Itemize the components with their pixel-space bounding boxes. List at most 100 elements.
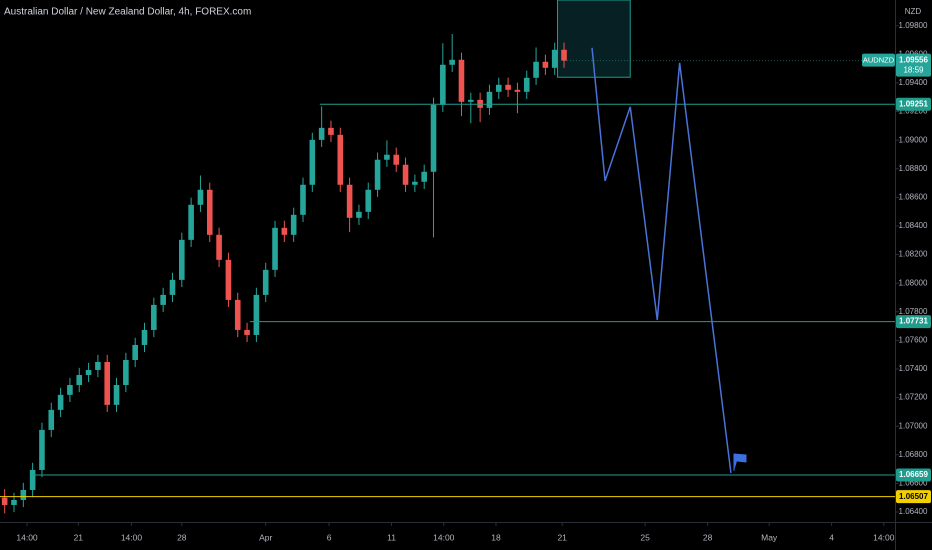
candle-body [281,227,288,235]
y-tick-label: 1.08800 [899,164,928,173]
y-tick-label: 1.07800 [899,307,928,316]
level-label: 1.09251 [899,99,928,108]
candle-body [374,159,381,190]
candle-body [188,204,194,240]
candle-body [169,279,176,295]
candle-body [440,64,446,105]
candle-body [113,384,120,405]
x-tick-label: Apr [259,532,272,542]
candle-body [309,139,316,185]
candle-body [206,189,213,235]
projection-line [591,47,732,474]
candle-body [225,259,232,300]
candle-body [393,154,400,165]
candle-body [1,497,8,505]
candle-body [179,239,185,280]
candle-body [412,181,418,185]
x-tick-label: 6 [327,532,332,542]
y-tick-label: 1.08400 [899,221,928,230]
symbol-box [862,53,895,67]
y-tick-label: 1.08000 [899,278,928,287]
level-label-box [896,315,931,329]
x-tick-label: 14:00 [121,532,143,542]
candle-body [141,329,148,345]
candle-body [160,294,166,305]
level-label: 1.06659 [899,470,928,479]
candle-body [85,369,92,375]
y-tick-label: 1.06600 [899,478,928,487]
x-tick-label: 14:00 [16,532,38,542]
candle-body [533,61,539,78]
level-label: 1.06507 [899,492,928,501]
x-tick-label: 4 [829,532,834,542]
candle-body [67,384,73,395]
candle-body [486,91,493,108]
level-label: 1.07731 [899,317,928,326]
y-tick-label: 1.09200 [899,107,928,116]
currency-label: NZD [905,7,922,16]
candle-body [421,171,427,182]
x-tick-label: 11 [387,532,396,542]
y-tick-label: 1.09000 [899,135,928,144]
y-tick-label: 1.07200 [899,393,928,402]
candle-body [365,189,372,212]
y-tick-label: 1.06800 [899,450,928,459]
candle-body [356,211,362,218]
x-tick-label: 14:00 [433,532,455,542]
x-tick-label: 21 [74,532,84,542]
candle-body [39,429,45,470]
candle-body [262,269,269,295]
candle-body [449,59,455,65]
candle-body [542,61,549,68]
level-label-box [896,490,931,504]
candle-body [57,394,64,410]
level-label-box [896,468,931,482]
candle-body [29,469,36,490]
candle-body [104,361,111,405]
x-tick-label: 18 [491,532,501,542]
candle-body [505,84,511,90]
x-tick-label: 28 [177,532,187,542]
plot [0,0,895,514]
x-tick-label: 28 [703,532,713,542]
candle-body [458,59,465,102]
candle-body [272,227,278,270]
x-tick-label: May [761,532,778,542]
axes: 1.098001.096001.094001.092001.090001.088… [16,21,931,542]
candle-body [253,294,260,335]
flag-icon [733,453,747,471]
y-tick-label: 1.08600 [899,192,928,201]
x-tick-label: 21 [557,532,567,542]
candle-body [495,84,502,92]
candle-body [318,127,325,140]
candle-body [11,499,17,505]
candle-body [216,234,222,260]
candle-body [123,359,129,385]
y-tick-label: 1.07000 [899,421,928,430]
candle-body [337,134,344,185]
candle-body [561,49,567,61]
candle-body [20,489,27,500]
candle-body [384,154,390,160]
candle-body [197,189,204,205]
candle-body [290,214,297,235]
candle-body [523,77,530,92]
candle-body [402,164,409,185]
candle-body [300,184,306,215]
candle-body [132,344,138,360]
candle-body [76,374,83,385]
candle-body [151,304,157,330]
candle-body [468,99,474,102]
y-tick-label: 1.06400 [899,507,928,516]
y-tick-label: 1.07400 [899,364,928,373]
candle-body [95,361,101,370]
y-tick-label: 1.08200 [899,250,928,259]
candle-body [514,89,521,92]
x-tick-label: 14:00 [873,532,895,542]
y-tick-label: 1.09400 [899,78,928,87]
last-price-box [896,53,931,77]
y-tick-label: 1.09800 [899,21,928,30]
candle-body [244,329,250,335]
